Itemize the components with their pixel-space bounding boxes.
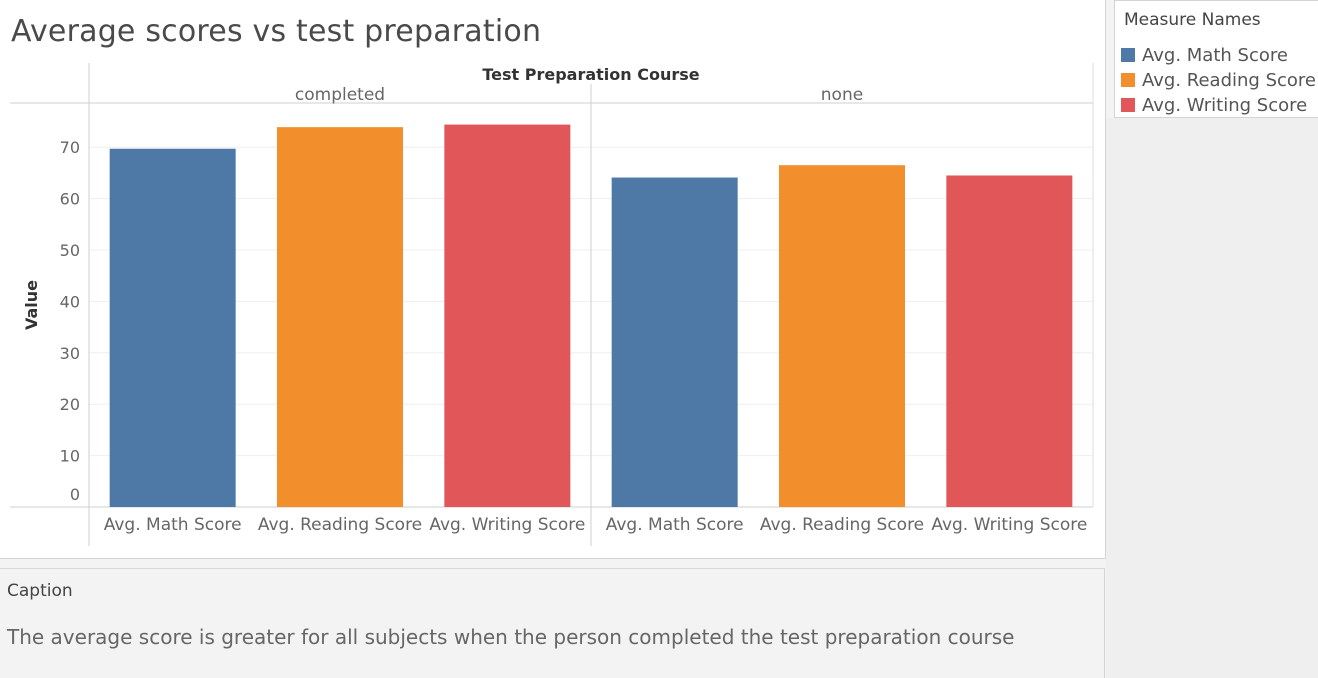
y-tick-label: 20 <box>60 395 80 414</box>
legend-label-reading: Avg. Reading Score <box>1142 69 1316 91</box>
legend-swatch-math <box>1121 48 1135 62</box>
x-tick-label: Avg. Reading Score <box>760 515 924 535</box>
legend-label-writing: Avg. Writing Score <box>1142 94 1308 116</box>
bar <box>277 127 403 508</box>
x-tick-label: Avg. Math Score <box>104 515 242 535</box>
side-panel-background <box>1106 118 1318 678</box>
legend: Measure Names Avg. Math Score Avg. Readi… <box>1114 0 1318 118</box>
y-tick-label: 70 <box>60 138 80 157</box>
pane-label: completed <box>295 85 385 105</box>
x-tick-label: Avg. Writing Score <box>429 515 585 535</box>
bar-chart: Test Preparation Course completed none 0 10 2… <box>10 63 1094 546</box>
caption-panel: Caption The average score is greater for… <box>0 568 1105 678</box>
y-tick-label: 60 <box>60 190 80 209</box>
bar <box>444 124 571 508</box>
legend-swatch-reading <box>1121 73 1135 87</box>
y-axis-label: Value <box>22 280 41 330</box>
legend-item-writing[interactable]: Avg. Writing Score <box>1121 94 1307 116</box>
pane-label: none <box>821 85 863 105</box>
x-tick-label: Avg. Writing Score <box>931 515 1087 535</box>
legend-item-reading[interactable]: Avg. Reading Score <box>1121 69 1316 91</box>
worksheet: Average scores vs test preparation Test … <box>0 0 1106 559</box>
bar <box>779 165 905 507</box>
y-tick-label: 50 <box>60 241 80 260</box>
legend-item-math[interactable]: Avg. Math Score <box>1121 44 1288 66</box>
y-tick-label: 40 <box>60 292 80 311</box>
caption-text: The average score is greater for all sub… <box>7 625 1015 649</box>
bar <box>946 175 1073 507</box>
caption-title: Caption <box>7 581 73 601</box>
x-tick-label: Avg. Math Score <box>606 515 744 535</box>
y-tick-label: 10 <box>60 447 80 466</box>
legend-title: Measure Names <box>1124 10 1261 30</box>
y-tick-label: 30 <box>60 344 80 363</box>
bar <box>611 177 738 507</box>
chart-title: Average scores vs test preparation <box>11 14 542 49</box>
legend-label-math: Avg. Math Score <box>1142 44 1288 66</box>
legend-swatch-writing <box>1121 98 1135 112</box>
y-tick-label: 0 <box>70 485 80 504</box>
bar <box>109 148 236 507</box>
column-header-title: Test Preparation Course <box>482 65 699 84</box>
x-tick-label: Avg. Reading Score <box>258 515 422 535</box>
